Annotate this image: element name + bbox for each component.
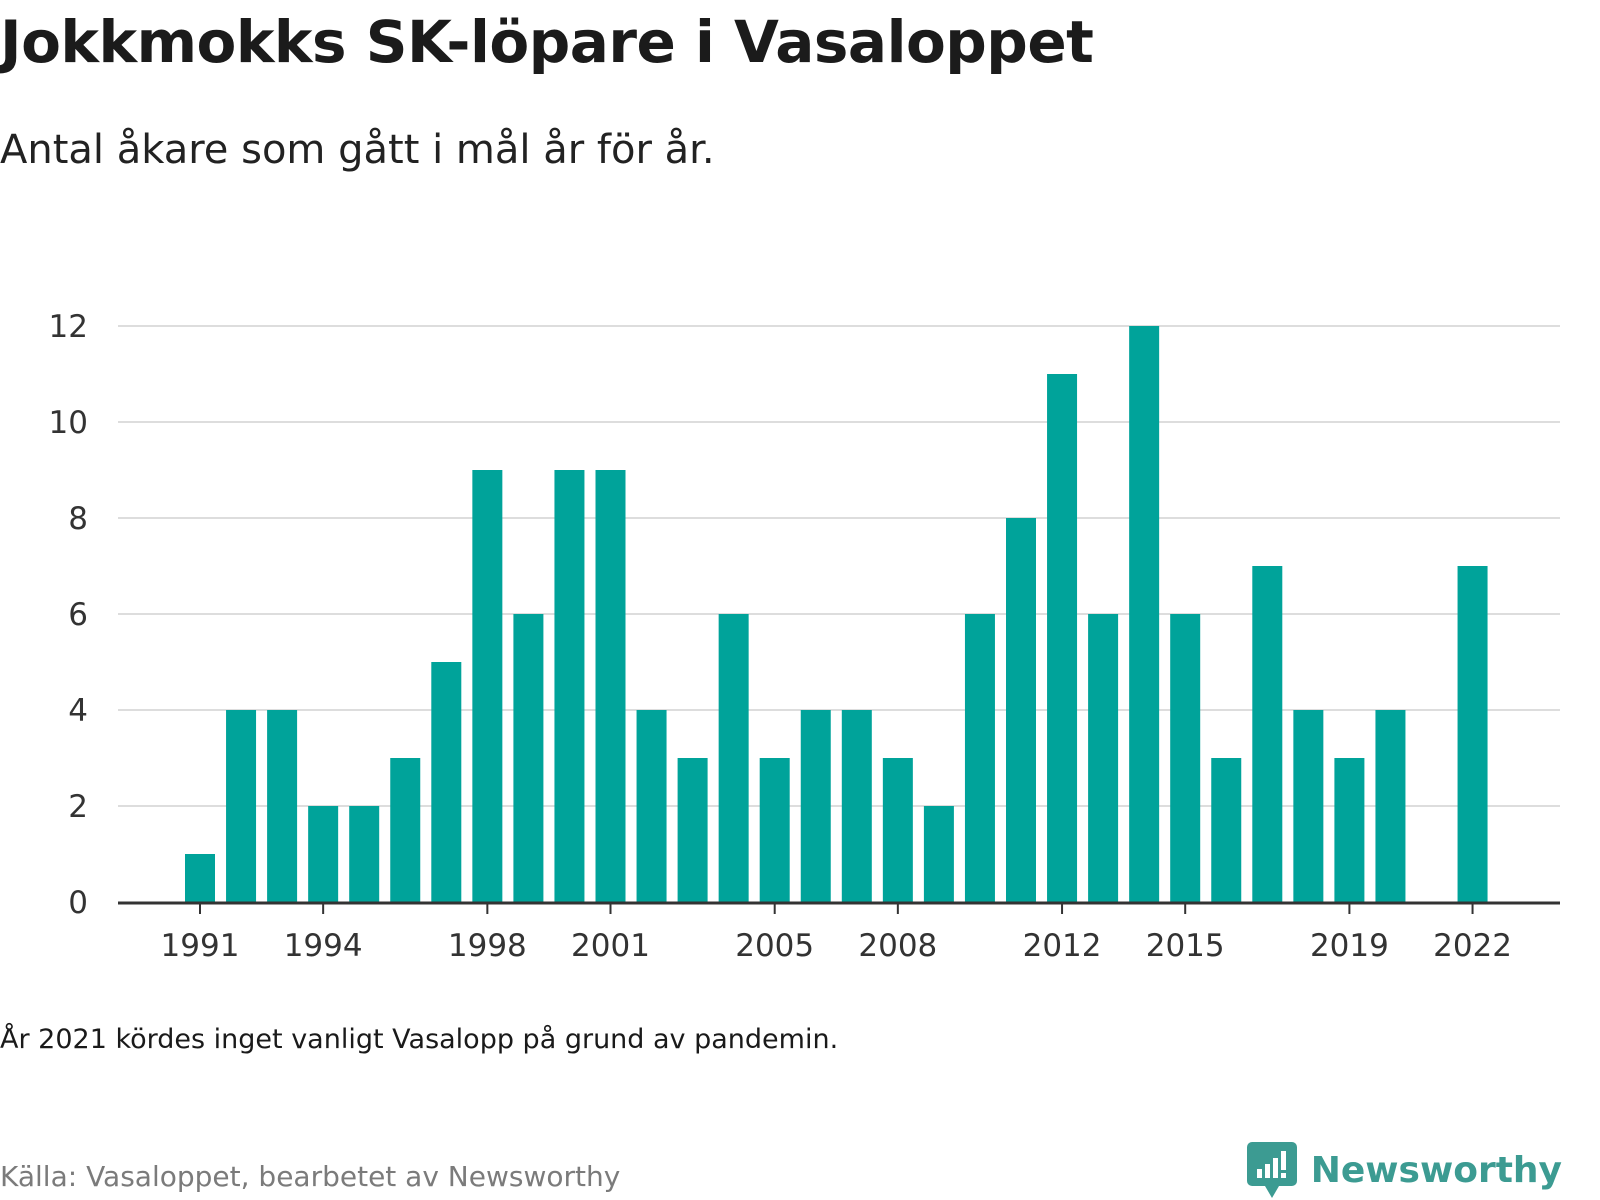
axes: 0 2 4 6 8 10 12 1991 1994 1998 2001 2005 2008 2012 201…	[49, 309, 1560, 964]
bar	[964, 614, 995, 902]
y-tick-label: 4	[68, 693, 88, 729]
y-tick-label: 8	[68, 501, 88, 537]
y-tick-label: 2	[68, 789, 88, 825]
bar	[800, 710, 831, 902]
bar	[431, 662, 462, 902]
bar	[472, 470, 503, 902]
x-tick-label: 1998	[448, 928, 527, 964]
x-tick-label: 2005	[735, 928, 814, 964]
bar	[1211, 758, 1242, 902]
bar	[513, 614, 544, 902]
bar	[554, 470, 585, 902]
x-tick-label: 2001	[571, 928, 650, 964]
bar	[882, 758, 913, 902]
brand-name: Newsworthy	[1310, 1149, 1562, 1191]
bar	[1375, 710, 1406, 902]
chart-subtitle: Antal åkare som gått i mål år för år.	[0, 127, 715, 173]
x-tick-label: 2008	[858, 928, 937, 964]
y-tick-label: 10	[49, 405, 88, 441]
bar	[267, 710, 298, 902]
bar	[1170, 614, 1201, 902]
bar	[759, 758, 790, 902]
y-tick-label: 6	[68, 597, 88, 633]
bar	[1334, 758, 1365, 902]
bar	[1088, 614, 1119, 902]
bar	[390, 758, 421, 902]
bar	[308, 806, 339, 902]
x-tick-label: 2022	[1433, 928, 1512, 964]
bar	[226, 710, 257, 902]
bar	[349, 806, 380, 902]
bar	[1047, 374, 1078, 902]
x-tick-label: 1991	[161, 928, 240, 964]
bar	[677, 758, 708, 902]
bars	[185, 326, 1488, 902]
bar	[1293, 710, 1324, 902]
bar	[636, 710, 667, 902]
bar	[1129, 326, 1160, 902]
gridlines	[118, 325, 1560, 807]
x-tick-label: 2019	[1310, 928, 1389, 964]
bar	[1252, 566, 1283, 902]
x-tick-label: 1994	[284, 928, 363, 964]
bar	[595, 470, 626, 902]
bar-chart: 0 2 4 6 8 10 12 1991 1994 1998 2001 2005 2008 2012 201…	[49, 309, 1560, 964]
x-tick-label: 2015	[1146, 928, 1225, 964]
bar	[1006, 518, 1036, 902]
bar	[185, 854, 215, 902]
y-tick-label: 0	[68, 885, 88, 921]
source-credit: Källa: Vasaloppet, bearbetet av Newswort…	[0, 1160, 621, 1193]
x-tick-label: 2012	[1023, 928, 1102, 964]
bar	[841, 710, 872, 902]
bar	[1457, 566, 1488, 902]
chart-title: Jokkmokks SK-löpare i Vasaloppet	[0, 8, 1094, 76]
newsworthy-logo-icon	[1246, 1142, 1297, 1198]
footnote: År 2021 kördes inget vanligt Vasalopp på…	[0, 1024, 839, 1055]
bar	[718, 614, 749, 902]
y-tick-label: 12	[49, 309, 88, 345]
bar	[923, 806, 954, 902]
brand-logo: Newsworthy	[1246, 1142, 1562, 1198]
